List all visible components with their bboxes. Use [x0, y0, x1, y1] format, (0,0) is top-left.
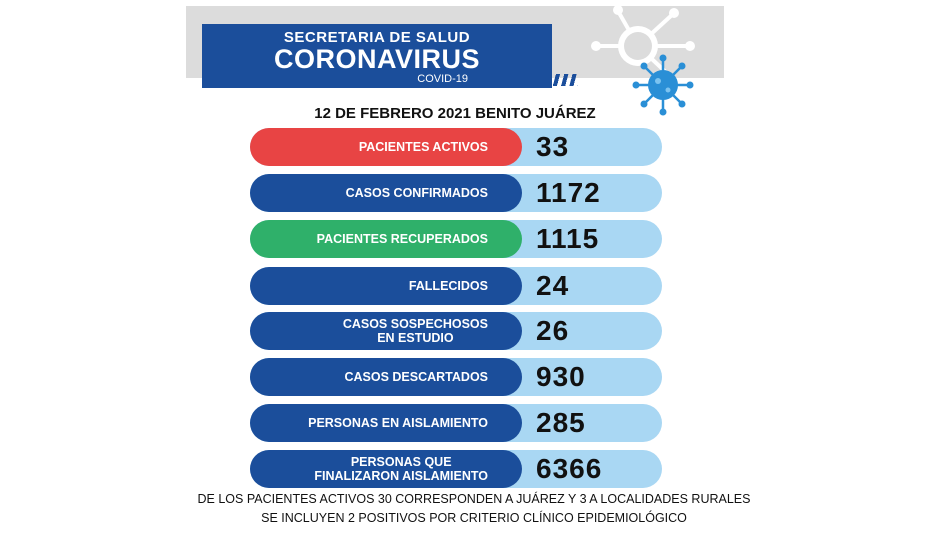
stat-value: 24: [536, 270, 570, 301]
stat-value: 1172: [536, 177, 601, 208]
virus-watermark-icon: [591, 6, 695, 78]
stat-label: CASOS SOSPECHOSOS EN ESTUDIO: [250, 312, 522, 350]
title-line2: CORONAVIRUS: [273, 44, 480, 74]
decorative-stripes: [498, 74, 578, 86]
stat-value: 26: [536, 315, 570, 346]
date-location: 12 DE FEBRERO 2021 BENITO JUÁREZ: [314, 105, 596, 122]
stat-row-deceased: FALLECIDOS 24: [250, 267, 662, 305]
stat-label: CASOS CONFIRMADOS: [250, 174, 522, 212]
stat-value: 33: [536, 131, 570, 162]
stat-label: CASOS DESCARTADOS: [250, 358, 522, 396]
footer-note-line2: SE INCLUYEN 2 POSITIVOS POR CRITERIO CLÍ…: [261, 511, 687, 525]
stat-value: 930: [536, 361, 586, 392]
covid-report-card: SECRETARIA DE SALUD CORONAVIRUS COVID-19…: [186, 6, 724, 526]
stat-label-line1: CASOS SOSPECHOSOS: [342, 317, 488, 331]
stat-label: PERSONAS QUE FINALIZARON AISLAMIENTO: [250, 450, 522, 488]
stat-row-suspected: CASOS SOSPECHOSOS EN ESTUDIO 26: [250, 312, 662, 350]
title-line3: COVID-19: [417, 73, 468, 85]
stat-value: 6366: [536, 453, 603, 484]
stat-label: FALLECIDOS: [250, 267, 522, 305]
stat-row-discarded: CASOS DESCARTADOS 930: [250, 358, 662, 396]
stat-label: PACIENTES RECUPERADOS: [250, 220, 522, 258]
stat-row-finished-isolation: PERSONAS QUE FINALIZARON AISLAMIENTO 6366: [250, 450, 662, 488]
virus-icon: [632, 54, 694, 116]
title-line1: SECRETARIA DE SALUD: [283, 29, 471, 46]
stat-value: 285: [536, 407, 586, 438]
stat-label: PERSONAS EN AISLAMIENTO: [250, 404, 522, 442]
stat-value: 1115: [536, 223, 600, 254]
stat-row-isolation: PERSONAS EN AISLAMIENTO 285: [250, 404, 662, 442]
title-box: SECRETARIA DE SALUD CORONAVIRUS COVID-19: [202, 24, 552, 88]
stat-label-line2: FINALIZARON AISLAMIENTO: [314, 469, 488, 483]
stat-label: PACIENTES ACTIVOS: [250, 128, 522, 166]
stat-row-confirmed: CASOS CONFIRMADOS 1172: [250, 174, 662, 212]
stat-row-recovered: PACIENTES RECUPERADOS 1115: [250, 220, 662, 258]
stat-label-line1: PERSONAS QUE: [350, 455, 452, 469]
footer-note-line1: DE LOS PACIENTES ACTIVOS 30 CORRESPONDEN…: [197, 492, 751, 506]
stat-row-active: PACIENTES ACTIVOS 33: [250, 128, 662, 166]
stat-label-line2: EN ESTUDIO: [377, 331, 454, 345]
